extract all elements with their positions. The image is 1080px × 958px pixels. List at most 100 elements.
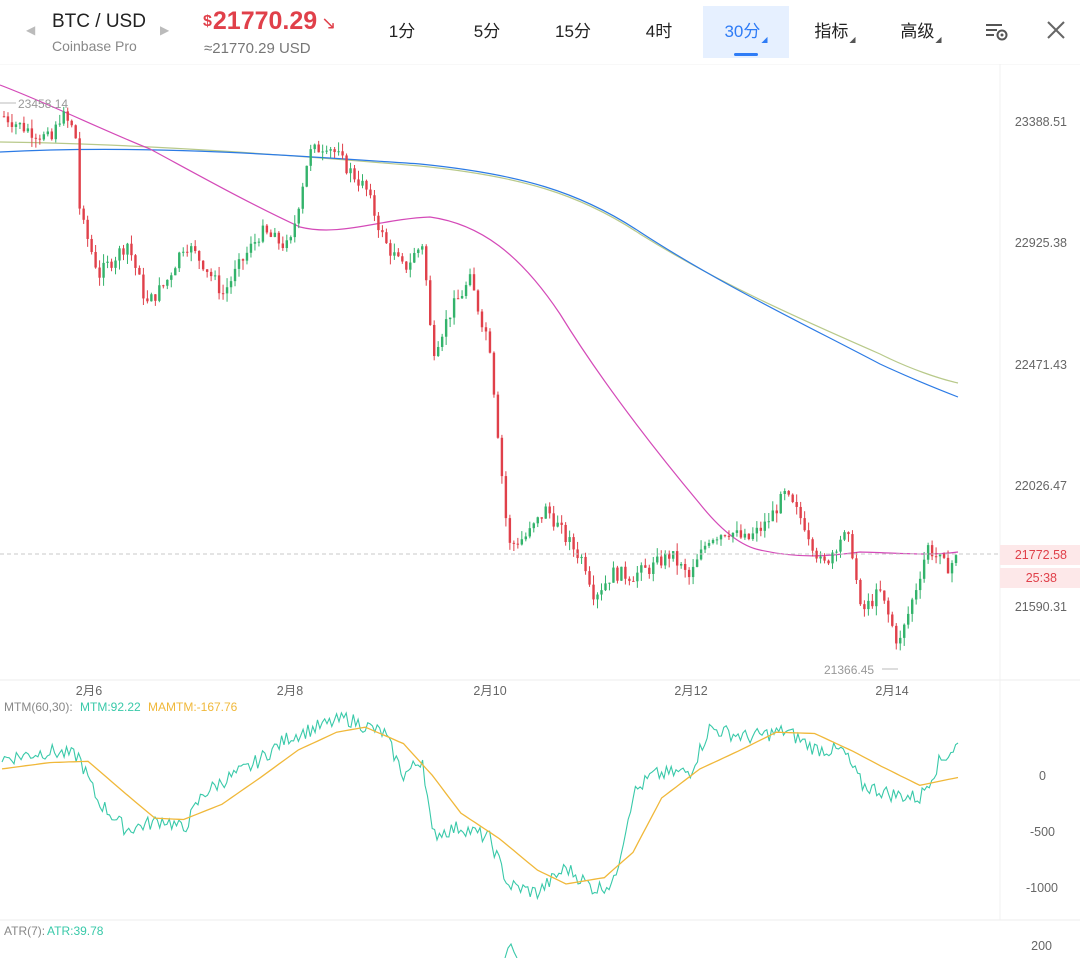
tab-label: 高级 <box>900 22 935 41</box>
candle-up <box>679 564 683 566</box>
candle-down <box>373 195 376 216</box>
candle-up <box>532 523 535 529</box>
candle-up <box>839 539 842 552</box>
y-tick-label: 0 <box>1039 769 1046 783</box>
candle-down <box>281 243 285 249</box>
candle-down <box>429 280 432 325</box>
candle-down <box>357 179 360 186</box>
x-tick-label: 2月12 <box>674 684 707 698</box>
candle-down <box>895 625 898 644</box>
candle-up <box>417 249 420 253</box>
candle-down <box>847 532 850 535</box>
candle-down <box>815 550 818 559</box>
candle-down <box>592 584 595 600</box>
candlesticks[interactable] <box>2 106 958 651</box>
moving-average-lines <box>0 84 959 557</box>
tab-label: 5分 <box>473 22 501 41</box>
candle-down <box>389 243 392 256</box>
chart-settings-icon[interactable] <box>983 18 1009 49</box>
candle-up <box>178 252 181 269</box>
candle-up <box>14 124 18 127</box>
next-pair-arrow-icon[interactable]: ▶ <box>160 23 170 37</box>
candle-down <box>504 476 508 519</box>
candle-down <box>221 293 225 295</box>
candle-down <box>193 246 197 251</box>
candle-down <box>891 614 894 626</box>
candle-down <box>946 557 950 574</box>
candle-up <box>656 556 659 563</box>
candle-down <box>823 556 826 561</box>
candle-up <box>731 532 735 537</box>
candle-down <box>381 230 384 233</box>
price-chart[interactable]: 21772.58 25:38 23388.51 22925.38 22471.4… <box>0 64 1080 958</box>
candle-down <box>871 600 874 607</box>
atr-indicator-panel[interactable]: ATR(7): ATR:39.78 200 <box>4 924 1052 958</box>
pair-name[interactable]: BTC / USD <box>52 11 146 32</box>
close-icon[interactable] <box>1044 18 1068 47</box>
candle-up <box>233 268 237 282</box>
candle-up <box>289 237 292 241</box>
candle-up <box>106 261 109 263</box>
candle-up <box>695 559 699 567</box>
y-tick-label: -500 <box>1030 825 1055 839</box>
candle-up <box>126 243 129 255</box>
candle-down <box>353 168 356 180</box>
candle-up <box>922 559 926 579</box>
candle-up <box>715 539 719 541</box>
candle-up <box>918 578 922 591</box>
y-tick-label: 22026.47 <box>1015 479 1067 493</box>
candle-up <box>18 122 22 125</box>
candle-down <box>341 151 344 156</box>
candle-up <box>114 260 117 268</box>
candle-up <box>309 149 312 166</box>
candle-down <box>492 352 496 395</box>
candle-down <box>345 155 348 174</box>
candle-up <box>297 208 300 224</box>
candle-down <box>859 579 862 605</box>
tab-30min[interactable]: 30分◢ <box>703 6 789 58</box>
tab-label: 指标 <box>814 22 849 41</box>
tab-label: 30分 <box>724 22 761 41</box>
candle-down <box>162 285 165 287</box>
candle-down <box>675 551 679 566</box>
mtm-value-label: MTM:92.22 <box>80 700 141 714</box>
candle-down <box>572 537 575 550</box>
menu-triangle-icon: ◢ <box>935 35 942 44</box>
mtm-indicator-panel[interactable]: MTM(60,30): MTM:92.22 MAMTM:-167.76 0 -5… <box>1 700 1058 901</box>
y-tick-label: 23388.51 <box>1015 115 1067 129</box>
candle-up <box>285 240 289 249</box>
candle-down <box>632 580 635 582</box>
candle-down <box>205 269 209 272</box>
candle-up <box>771 510 774 522</box>
candle-down <box>488 331 492 353</box>
candle-down <box>548 506 551 514</box>
tab-5min[interactable]: 5分 <box>455 6 519 58</box>
candle-up <box>528 528 531 537</box>
mamtm-value-label: MAMTM:-167.76 <box>148 700 238 714</box>
candle-down <box>584 556 587 572</box>
candle-up <box>452 298 456 318</box>
candle-up <box>612 567 615 583</box>
candle-down <box>500 437 504 477</box>
tab-indicators[interactable]: 指标◢ <box>800 6 870 58</box>
atr-indicator-name: ATR(7): <box>4 924 45 938</box>
tab-15min[interactable]: 15分 <box>540 6 606 58</box>
candle-up <box>604 583 607 591</box>
price-trend-down-icon: ↘ <box>321 13 337 33</box>
candle-up <box>520 539 524 545</box>
candle-up <box>190 246 193 253</box>
candle-up <box>413 252 416 263</box>
candle-down <box>6 116 10 123</box>
candle-down <box>552 513 555 527</box>
candle-down <box>739 530 743 538</box>
candle-up <box>321 151 324 153</box>
candle-down <box>811 539 814 551</box>
candle-up <box>464 285 468 297</box>
candle-up <box>54 124 57 140</box>
previous-pair-arrow-icon[interactable]: ◀ <box>26 23 36 37</box>
tab-advanced[interactable]: 高级◢ <box>886 6 956 58</box>
candle-down <box>30 128 34 138</box>
tab-1min[interactable]: 1分 <box>370 6 434 58</box>
candle-up <box>779 494 782 514</box>
tab-4hour[interactable]: 4时 <box>626 6 692 58</box>
